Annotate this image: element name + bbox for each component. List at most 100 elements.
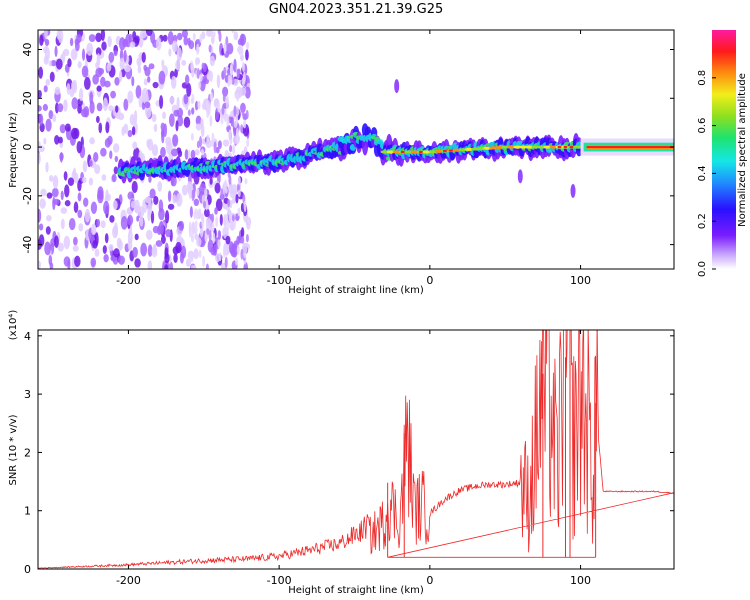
noise-blob [130, 200, 136, 209]
noise-blob [59, 152, 63, 163]
noise-blob [133, 110, 138, 124]
noise-blob [38, 152, 41, 165]
noise-blob [109, 150, 113, 160]
noise-blob [174, 68, 178, 78]
noise-blob [225, 235, 231, 245]
noise-blob [198, 81, 202, 89]
noise-blob [222, 227, 226, 236]
noise-blob [215, 216, 219, 228]
noise-blob [153, 195, 159, 205]
noise-blob [98, 67, 105, 75]
noise-blob [100, 220, 106, 229]
snr-x-label: Height of straight line (km) [288, 585, 424, 596]
noise-blob [59, 123, 66, 134]
noise-blob [221, 105, 225, 116]
ridge-peak [519, 145, 528, 149]
noise-blob [204, 188, 208, 199]
noise-blob [193, 248, 199, 260]
noise-blob [62, 48, 70, 57]
noise-blob [155, 240, 163, 247]
noise-blob [131, 126, 136, 136]
noise-blob [208, 230, 212, 242]
snr-y-label: SNR (10 * v/v) [8, 414, 19, 485]
noise-blob [44, 38, 50, 46]
ridge-peak [573, 145, 582, 149]
noise-blob [104, 137, 111, 148]
noise-blob [54, 135, 60, 145]
noise-blob [147, 244, 153, 257]
noise-blob [98, 122, 103, 134]
noise-blob [244, 177, 248, 185]
ridge-peak [392, 150, 401, 154]
noise-blob [158, 221, 164, 235]
noise-blob [225, 213, 229, 222]
ridge-peak [495, 145, 504, 150]
noise-blob [208, 44, 212, 53]
noise-blob [242, 71, 246, 84]
noise-blob [184, 74, 190, 85]
noise-blob [217, 30, 221, 35]
ridge-peak [422, 150, 431, 154]
noise-blob [237, 189, 241, 198]
colorbar-tick-label: 0.6 [697, 118, 708, 134]
noise-blob [232, 144, 236, 156]
noise-blob [38, 113, 44, 126]
noise-blob [151, 245, 158, 258]
snr-x-ticks: -200 -100 0 100 [116, 330, 591, 587]
noise-blob [160, 146, 166, 158]
noise-blob [183, 93, 189, 105]
noise-blob [191, 107, 195, 115]
noise-blob [220, 188, 224, 199]
noise-blob [167, 190, 172, 202]
noise-blob [197, 123, 201, 132]
x-tick-label: 0 [426, 274, 433, 287]
noise-blob [118, 240, 123, 251]
ridge-peak [434, 149, 443, 153]
noise-blob [134, 258, 141, 268]
noise-blob [240, 227, 245, 238]
noise-blob [235, 113, 239, 126]
noise-blob [187, 109, 191, 116]
noise-blob [157, 181, 163, 192]
noise-blob [152, 81, 159, 89]
colorbar-tick-label: 0.4 [697, 165, 708, 181]
noise-blob [76, 33, 82, 44]
noise-blob [67, 177, 75, 186]
ridge-peak [557, 145, 562, 149]
noise-blob [226, 116, 230, 127]
noise-blob [155, 37, 162, 51]
noise-blob [71, 81, 76, 91]
noise-blob [42, 103, 49, 112]
noise-blob [188, 221, 192, 234]
spectrogram-x-ticks: -200 -100 0 100 [116, 30, 591, 287]
noise-blob [222, 139, 230, 147]
noise-blob [193, 264, 197, 269]
noise-blob [193, 210, 197, 220]
noise-blob [134, 233, 139, 241]
noise-blob [193, 198, 200, 207]
noise-blob [77, 61, 82, 69]
noise-blob [100, 30, 106, 41]
noise-blob [153, 123, 158, 133]
noise-blob [188, 255, 192, 265]
x-tick-label: -100 [267, 274, 292, 287]
noise-blob [55, 58, 63, 70]
noise-blob [148, 63, 155, 70]
noise-blob [207, 239, 214, 253]
y-tick-label: -40 [21, 236, 34, 254]
noise-blob [196, 140, 200, 149]
noise-blob [45, 161, 49, 173]
ridge-peak [513, 145, 522, 149]
x-tick-label: -200 [116, 274, 141, 287]
noise-blob [246, 41, 250, 50]
noise-blob [136, 57, 142, 67]
noise-blob [38, 66, 44, 79]
noise-blob [66, 82, 71, 95]
noise-blob [63, 171, 68, 181]
noise-blob [94, 248, 100, 257]
noise-blob [43, 55, 49, 65]
noise-blob [178, 220, 185, 231]
noise-blob [176, 32, 183, 41]
noise-blob [70, 48, 78, 61]
noise-blob [233, 58, 237, 73]
